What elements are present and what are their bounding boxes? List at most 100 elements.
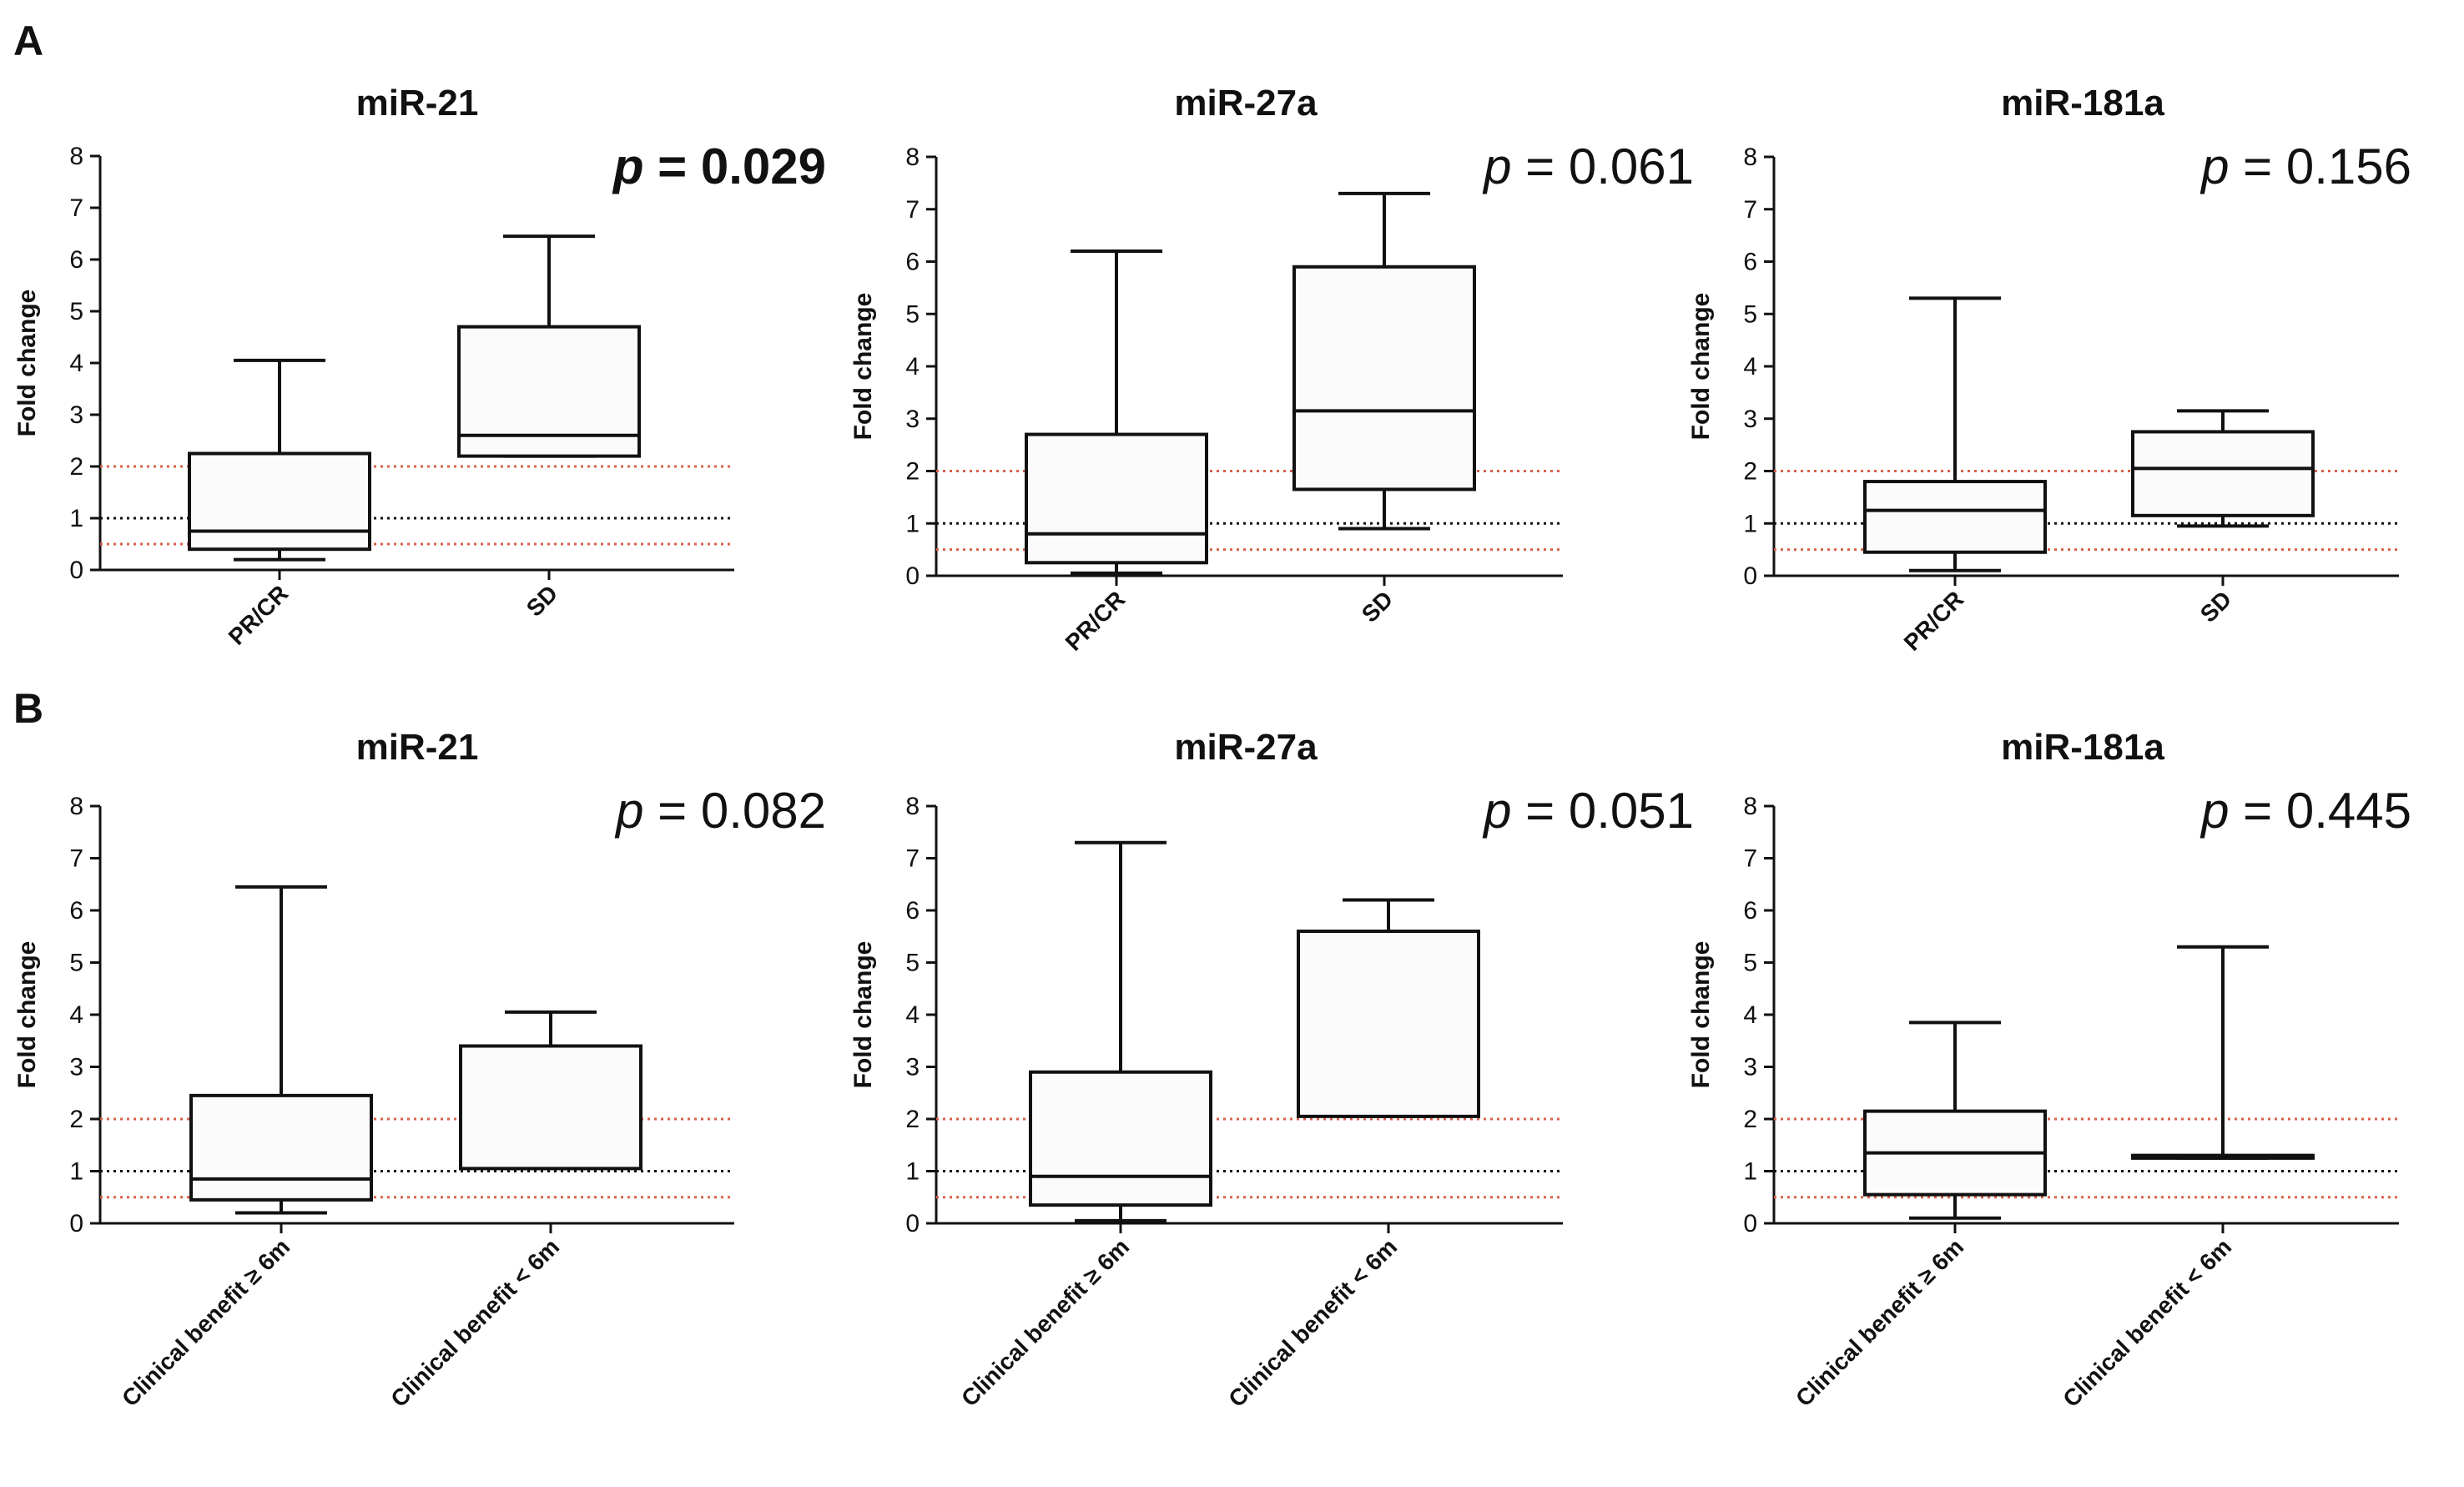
y-tick-label: 8 xyxy=(905,793,920,820)
y-tick-label: 1 xyxy=(69,1158,83,1186)
y-tick-label: 3 xyxy=(1743,406,1757,433)
panel-letter-a: A xyxy=(13,18,43,64)
box-0 xyxy=(189,885,373,1215)
category-label: Clinical benefit < 6m xyxy=(1223,1233,1402,1412)
box-0 xyxy=(1863,296,2047,572)
y-tick-label: 7 xyxy=(905,845,920,873)
y-tick-label: 5 xyxy=(1743,300,1757,328)
p-value-text: = 0.061 xyxy=(1511,139,1694,194)
y-tick-label: 0 xyxy=(69,557,83,584)
y-tick-label: 4 xyxy=(1743,353,1757,381)
y-tick-label: 1 xyxy=(69,505,83,532)
y-tick-label: 6 xyxy=(905,249,920,276)
y-tick-label: 5 xyxy=(1743,950,1757,977)
y-tick-label: 1 xyxy=(905,1158,920,1186)
category-label: SD xyxy=(2195,586,2236,627)
y-tick-label: 4 xyxy=(905,353,920,381)
y-tick-label: 0 xyxy=(69,1210,83,1237)
y-tick-label: 4 xyxy=(69,1001,83,1029)
y-tick-label: 2 xyxy=(905,1106,920,1133)
iqr-box xyxy=(1025,432,1208,565)
chart-4: miR-27a p = 0.051 Fold change 0 1 2 3 4 5 6 7 8 Clin… xyxy=(849,727,1694,1412)
box-1 xyxy=(1297,898,1480,1118)
p-value-symbol: p xyxy=(614,783,643,839)
category-label: Clinical benefit ≥ 6m xyxy=(1791,1233,1968,1411)
y-tick-label: 6 xyxy=(69,897,83,925)
y-tick-label: 3 xyxy=(905,1054,920,1081)
box-0 xyxy=(1029,840,1212,1222)
y-tick-label: 2 xyxy=(69,453,83,481)
category-label: SD xyxy=(522,580,562,621)
p-value-text: = 0.156 xyxy=(2229,139,2411,194)
y-tick-label: 1 xyxy=(1743,1158,1757,1186)
y-axis-label: Fold change xyxy=(849,293,877,441)
y-tick-label: 2 xyxy=(1743,458,1757,486)
charts-container: miR-21 p = 0.029 Fold change 0 1 2 3 4 5 6 7 8 PR/CR… xyxy=(13,83,2411,1412)
box-1 xyxy=(2131,945,2315,1160)
y-tick-label: 8 xyxy=(69,793,83,820)
y-tick-label: 7 xyxy=(905,196,920,224)
iqr-box xyxy=(1029,1070,1212,1207)
y-tick-label: 5 xyxy=(905,300,920,328)
y-tick-label: 8 xyxy=(1743,793,1757,820)
y-tick-label: 5 xyxy=(905,950,920,977)
y-tick-label: 2 xyxy=(69,1106,83,1133)
box-0 xyxy=(188,358,371,562)
chart-title: miR-21 xyxy=(356,727,479,768)
y-tick-label: 8 xyxy=(905,144,920,171)
y-tick-label: 0 xyxy=(1743,562,1757,590)
y-axis-label: Fold change xyxy=(1687,293,1715,441)
box-1 xyxy=(2131,409,2315,528)
p-value-text: = 0.051 xyxy=(1511,783,1694,839)
category-label: Clinical benefit < 6m xyxy=(2058,1233,2236,1412)
p-value: p = 0.051 xyxy=(1482,783,1694,839)
y-tick-label: 3 xyxy=(69,1054,83,1081)
p-value-symbol: p xyxy=(2199,783,2229,839)
category-label: PR/CR xyxy=(1899,586,1969,656)
y-tick-label: 8 xyxy=(1743,144,1757,171)
y-axis-label: Fold change xyxy=(1687,941,1715,1089)
category-label: PR/CR xyxy=(224,580,294,650)
p-value-symbol: p xyxy=(2199,139,2229,194)
y-tick-label: 6 xyxy=(1743,897,1757,925)
iqr-box xyxy=(459,1044,642,1171)
box-0 xyxy=(1025,249,1208,575)
panel-letter-b: B xyxy=(13,685,43,732)
chart-title: miR-27a xyxy=(1174,83,1318,123)
p-value-text: = 0.445 xyxy=(2229,783,2411,839)
chart-2: miR-181a p = 0.156 Fold change 0 1 2 3 4 5 6 7 8 PR/… xyxy=(1687,83,2411,656)
p-value: p = 0.082 xyxy=(614,783,826,839)
chart-0: miR-21 p = 0.029 Fold change 0 1 2 3 4 5 6 7 8 PR/CR… xyxy=(13,83,826,650)
y-tick-label: 3 xyxy=(905,406,920,433)
box-0 xyxy=(1863,1021,2047,1220)
chart-title: miR-181a xyxy=(2001,83,2164,123)
chart-3: miR-21 p = 0.082 Fold change 0 1 2 3 4 5 6 7 8 Clini… xyxy=(13,727,826,1412)
y-tick-label: 7 xyxy=(1743,196,1757,224)
y-tick-label: 5 xyxy=(69,950,83,977)
chart-title: miR-21 xyxy=(356,83,479,123)
y-axis-label: Fold change xyxy=(13,941,41,1089)
p-value-text: = 0.029 xyxy=(643,139,826,194)
iqr-box xyxy=(1297,930,1480,1118)
category-label: Clinical benefit ≥ 6m xyxy=(956,1233,1134,1411)
y-tick-label: 4 xyxy=(1743,1001,1757,1029)
iqr-box xyxy=(188,451,371,552)
y-axis-label: Fold change xyxy=(13,290,41,437)
y-tick-label: 5 xyxy=(69,298,83,325)
y-tick-label: 2 xyxy=(1743,1106,1757,1133)
y-tick-label: 4 xyxy=(69,350,83,377)
y-tick-label: 2 xyxy=(905,458,920,486)
y-tick-label: 6 xyxy=(1743,249,1757,276)
y-tick-label: 3 xyxy=(1743,1054,1757,1081)
chart-1: miR-27a p = 0.061 Fold change 0 1 2 3 4 5 6 7 8 PR/C… xyxy=(849,83,1694,656)
box-1 xyxy=(459,1010,642,1171)
y-tick-label: 0 xyxy=(905,562,920,590)
y-tick-label: 0 xyxy=(1743,1210,1757,1237)
p-value-symbol: p xyxy=(1482,139,1511,194)
category-label: Clinical benefit ≥ 6m xyxy=(117,1233,295,1411)
category-label: SD xyxy=(1357,586,1398,627)
p-value: p = 0.061 xyxy=(1482,139,1694,194)
iqr-box xyxy=(2131,430,2315,517)
y-tick-label: 6 xyxy=(905,897,920,925)
